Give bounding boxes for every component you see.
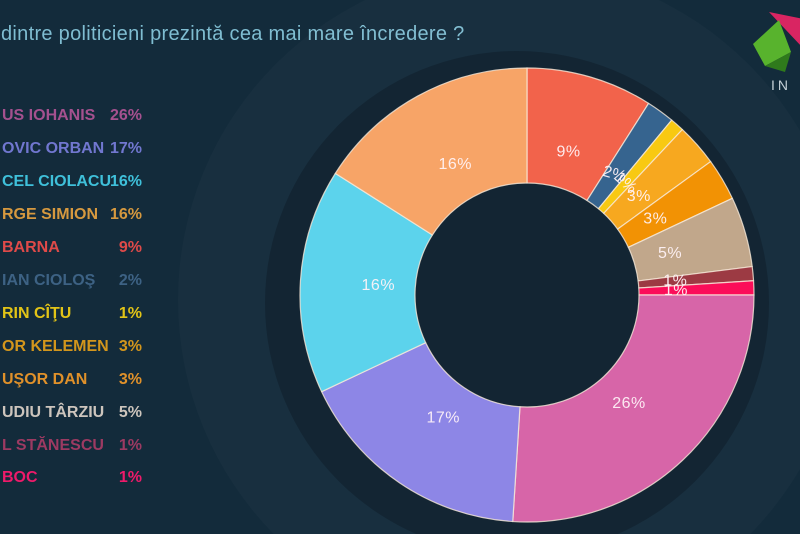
legend-value: 1% (118, 436, 142, 454)
slice-label: 3% (643, 211, 667, 228)
legend-name: BARNA (2, 238, 60, 256)
slice-label: 3% (627, 188, 651, 205)
slice-label: 2% (601, 163, 629, 186)
slice-label: 1% (663, 272, 687, 289)
slice-label: 5% (658, 245, 682, 262)
legend-name: RGE SIMION (2, 205, 99, 223)
logo-facet-green (753, 20, 791, 66)
donut-slice (512, 294, 755, 523)
legend-value: 26% (109, 107, 142, 124)
legend-name: IAN CIOLOŞ (2, 271, 96, 289)
legend-value: 1% (118, 469, 142, 487)
slice-label: 1% (664, 282, 688, 299)
legend-value: 3% (118, 370, 142, 388)
slice-label: 17% (426, 410, 460, 427)
logo-facet-pink (769, 12, 800, 45)
legend-value: 5% (118, 403, 142, 421)
legend-name: CEL CIOLACU (2, 172, 112, 190)
slice-label: 26% (612, 395, 646, 412)
legend-name: OVIC ORBAN (2, 139, 105, 157)
legend-name: US IOHANIS (2, 107, 96, 124)
inscop-logo (753, 12, 800, 72)
donut-slice (321, 342, 521, 523)
slice-label: 9% (557, 143, 581, 160)
legend-value: 9% (118, 238, 142, 256)
legend-name: UDIU TÂRZIU (2, 403, 105, 421)
legend-value: 1% (118, 304, 142, 322)
logo-text: IN (771, 77, 791, 93)
slice-label: 16% (438, 156, 472, 173)
legend-name: L STĂNESCU (2, 436, 104, 454)
legend: US IOHANIS 26% OVIC ORBAN 17% CEL CIOLACU 16%… (0, 0, 170, 534)
donut-slice (334, 67, 528, 236)
legend-value: 17% (109, 139, 142, 157)
legend-value: 3% (118, 337, 142, 355)
legend-value: 16% (109, 172, 142, 190)
legend-name: RIN CÎŢU (2, 304, 72, 322)
page-title: dintre politicieni prezintă cea mai mare… (1, 23, 465, 45)
legend-name: UŞOR DAN (2, 370, 88, 388)
logo-facet-darkgreen (765, 52, 791, 72)
legend-value: 2% (118, 271, 142, 289)
donut-slice (299, 172, 434, 393)
legend-name: BOC (2, 469, 38, 487)
slice-label: 16% (362, 277, 396, 294)
legend-name: OR KELEMEN (2, 337, 109, 355)
legend-value: 16% (109, 205, 142, 223)
